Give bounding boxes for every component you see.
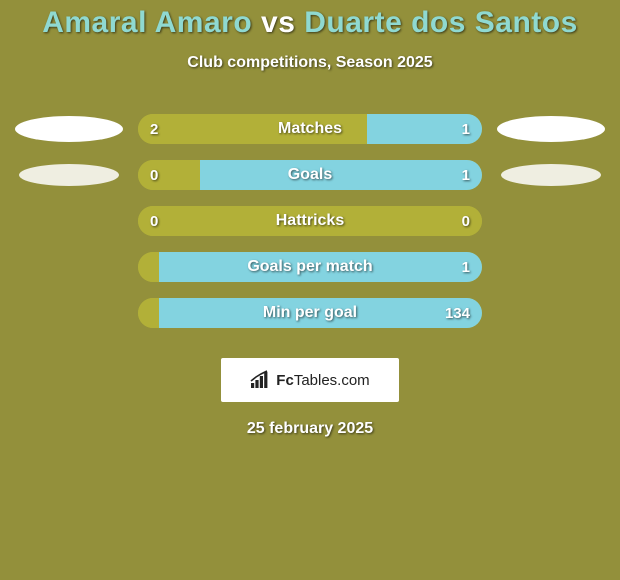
comparison-chart: Matches21 Goals01 Hattricks00 Goals per mat… [0,106,620,336]
marker-slot-left [0,164,138,186]
badge-post: Tables.com [294,372,370,389]
bar-left-fill [138,114,367,144]
bar-left-fill [138,160,200,190]
stat-bar: Matches21 [138,114,482,144]
badge-pre: Fc [276,372,294,389]
date: 25 february 2025 [0,420,620,438]
stat-bar: Goals01 [138,160,482,190]
stat-bar: Min per goal134 [138,298,482,328]
bar-right-fill [367,114,482,144]
player2-name: Duarte dos Santos [304,6,578,39]
stat-row: Min per goal134 [0,290,620,336]
bar-right-fill [159,252,482,282]
bar-chart-icon [250,370,272,390]
subtitle: Club competitions, Season 2025 [0,54,620,72]
bar-left-fill [138,298,159,328]
marker-slot-left [0,116,138,142]
marker-slot-right [482,164,620,186]
bar-right-fill [159,298,482,328]
player2-marker [497,116,605,142]
source-badge: FcTables.com [221,358,399,402]
stat-row: Goals01 [0,152,620,198]
page-title: Amaral Amaro vs Duarte dos Santos [0,0,620,40]
stat-bar: Goals per match1 [138,252,482,282]
player1-name: Amaral Amaro [42,6,252,39]
stat-row: Matches21 [0,106,620,152]
badge-text: FcTables.com [276,372,369,389]
marker-slot-right [482,116,620,142]
vs-text: vs [261,6,295,39]
player1-marker [15,116,123,142]
stat-row: Goals per match1 [0,244,620,290]
bar-right-fill [200,160,482,190]
player2-marker [501,164,601,186]
player1-marker [19,164,119,186]
stat-row: Hattricks00 [0,198,620,244]
bar-left-fill [138,206,482,236]
stat-bar: Hattricks00 [138,206,482,236]
bar-left-fill [138,252,159,282]
comparison-infographic: Amaral Amaro vs Duarte dos Santos Club c… [0,0,620,580]
